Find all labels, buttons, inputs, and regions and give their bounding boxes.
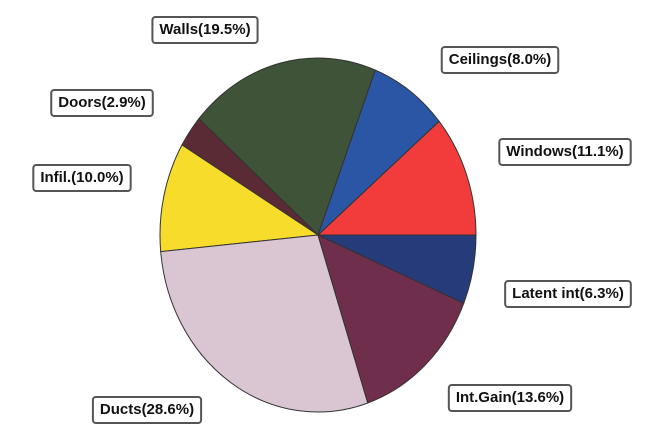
label-box [504, 280, 632, 308]
pie-slice [160, 234, 369, 413]
slice-label: Ceilings(8.0%) [449, 51, 552, 68]
label-box [447, 384, 573, 412]
slice-label: Doors(2.9%) [58, 94, 146, 111]
label-box [440, 46, 560, 74]
slice-label: Windows(11.1%) [506, 143, 623, 160]
pie-slice [198, 57, 376, 236]
slice-label: Int.Gain(13.6%) [456, 389, 564, 406]
pie-slice [316, 120, 477, 236]
pie-slice [159, 144, 320, 253]
label-box [50, 89, 154, 117]
slice-label: Walls(19.5%) [159, 21, 250, 38]
slice-label: Latent int(6.3%) [512, 285, 624, 302]
pie-slice [317, 234, 465, 404]
slice-label: Ducts(28.6%) [100, 401, 194, 418]
pie-slice [317, 69, 440, 236]
slice-label: Infil.(10.0%) [40, 169, 123, 186]
label-box [91, 396, 203, 424]
label-box [498, 138, 632, 166]
label-box [32, 164, 132, 192]
label-box [151, 16, 259, 44]
pie-slice [317, 234, 477, 304]
